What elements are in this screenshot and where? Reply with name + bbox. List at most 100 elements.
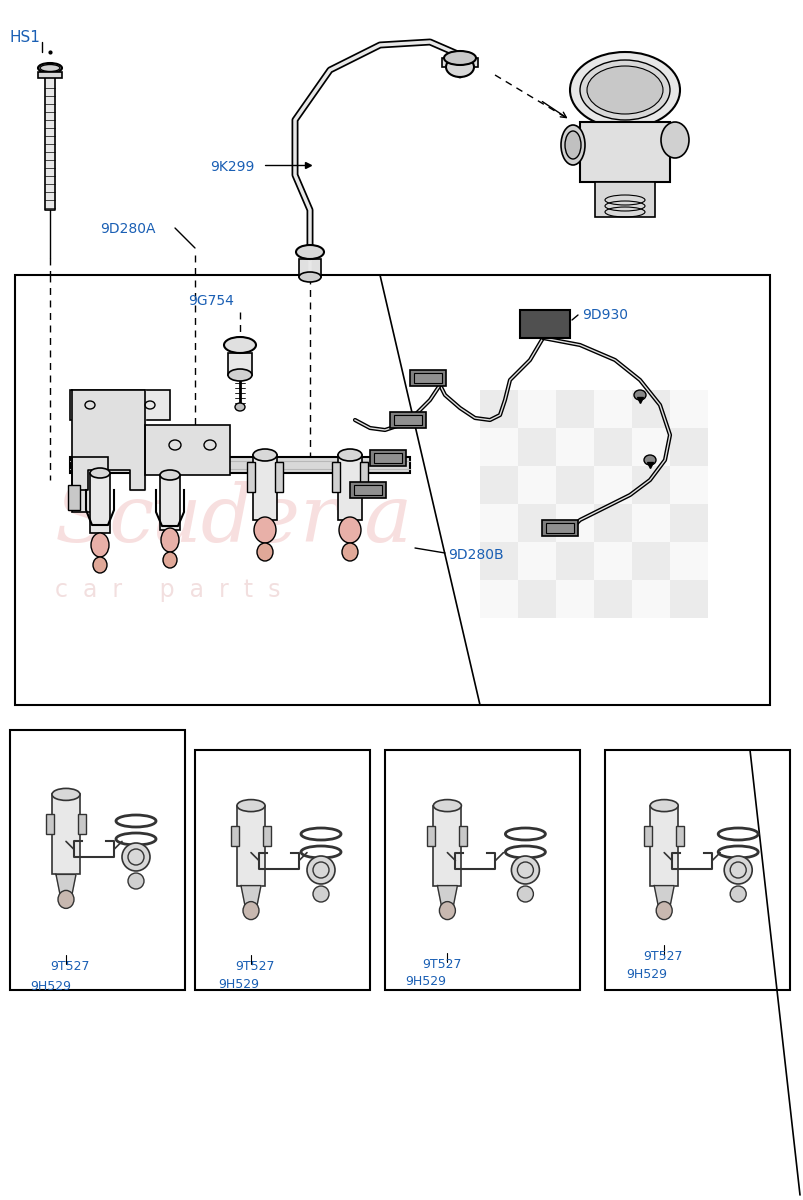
Bar	[479, 390, 517, 428]
Ellipse shape	[569, 52, 679, 128]
Bar	[650, 805, 678, 886]
Bar	[72, 457, 108, 512]
Bar	[675, 826, 683, 846]
Bar	[631, 466, 669, 504]
Bar	[275, 462, 283, 492]
Ellipse shape	[634, 390, 645, 400]
Polygon shape	[241, 886, 261, 906]
Ellipse shape	[90, 468, 110, 478]
Ellipse shape	[296, 245, 324, 259]
Ellipse shape	[254, 517, 275, 542]
Ellipse shape	[643, 455, 655, 464]
Bar	[46, 815, 54, 834]
Bar	[479, 504, 517, 542]
Bar	[594, 182, 654, 217]
Bar	[669, 390, 707, 428]
Ellipse shape	[729, 886, 745, 902]
Bar	[517, 542, 556, 580]
Text: uderia: uderia	[150, 481, 413, 559]
Bar	[385, 750, 579, 990]
Ellipse shape	[253, 449, 277, 461]
Text: 9K299: 9K299	[210, 160, 254, 174]
Bar	[78, 815, 86, 834]
Bar	[15, 275, 769, 704]
Bar	[593, 428, 631, 466]
Ellipse shape	[560, 125, 585, 164]
Bar	[247, 462, 255, 492]
Bar	[228, 353, 251, 374]
Bar	[556, 390, 593, 428]
Ellipse shape	[443, 50, 475, 65]
Ellipse shape	[91, 533, 109, 557]
Bar	[10, 730, 185, 990]
Polygon shape	[654, 886, 674, 906]
Bar	[517, 390, 556, 428]
Bar	[556, 580, 593, 618]
Bar	[643, 826, 651, 846]
Text: 9T527: 9T527	[234, 960, 274, 973]
Ellipse shape	[586, 66, 662, 114]
Bar	[520, 310, 569, 338]
Bar	[52, 794, 80, 875]
Bar	[556, 428, 593, 466]
Bar	[70, 390, 169, 420]
Text: 9H529: 9H529	[218, 978, 259, 991]
Bar	[517, 428, 556, 466]
Bar	[479, 466, 517, 504]
Ellipse shape	[724, 856, 752, 884]
Ellipse shape	[58, 890, 74, 908]
Bar	[389, 412, 426, 428]
Bar	[414, 373, 442, 383]
Bar	[479, 542, 517, 580]
Ellipse shape	[234, 403, 245, 410]
Bar	[332, 462, 340, 492]
Ellipse shape	[38, 62, 62, 73]
Bar	[669, 542, 707, 580]
Ellipse shape	[228, 370, 251, 382]
Bar	[631, 390, 669, 428]
Bar	[669, 428, 707, 466]
Ellipse shape	[243, 901, 259, 919]
Bar	[593, 504, 631, 542]
Ellipse shape	[160, 470, 180, 480]
Text: 9D280A: 9D280A	[100, 222, 155, 236]
Ellipse shape	[433, 799, 461, 811]
Bar	[517, 466, 556, 504]
Bar	[337, 455, 361, 520]
Polygon shape	[437, 886, 457, 906]
Bar	[669, 466, 707, 504]
Bar	[669, 580, 707, 618]
Ellipse shape	[660, 122, 688, 158]
Ellipse shape	[312, 886, 328, 902]
Ellipse shape	[650, 799, 678, 811]
Bar	[373, 452, 402, 463]
Text: 9D280B: 9D280B	[447, 548, 503, 562]
Bar	[230, 826, 238, 846]
Bar	[433, 805, 461, 886]
Bar	[631, 428, 669, 466]
Bar	[442, 58, 478, 67]
Ellipse shape	[337, 449, 361, 461]
Text: 9T527: 9T527	[422, 958, 461, 971]
Bar	[593, 542, 631, 580]
Bar	[427, 826, 435, 846]
Text: 9H529: 9H529	[405, 974, 446, 988]
Bar	[479, 580, 517, 618]
Ellipse shape	[439, 901, 454, 919]
Text: Sc: Sc	[55, 481, 155, 559]
Bar	[545, 523, 573, 533]
Bar	[360, 462, 368, 492]
Bar	[631, 504, 669, 542]
Bar	[90, 473, 110, 533]
Bar	[669, 504, 707, 542]
Text: c  a  r     p  a  r  t  s: c a r p a r t s	[55, 578, 280, 602]
Bar	[38, 72, 62, 78]
Bar	[479, 428, 517, 466]
Ellipse shape	[163, 552, 177, 568]
Ellipse shape	[565, 131, 581, 158]
Ellipse shape	[93, 557, 107, 572]
Bar	[556, 504, 593, 542]
Ellipse shape	[52, 788, 80, 800]
Ellipse shape	[511, 856, 539, 884]
Ellipse shape	[257, 542, 273, 560]
